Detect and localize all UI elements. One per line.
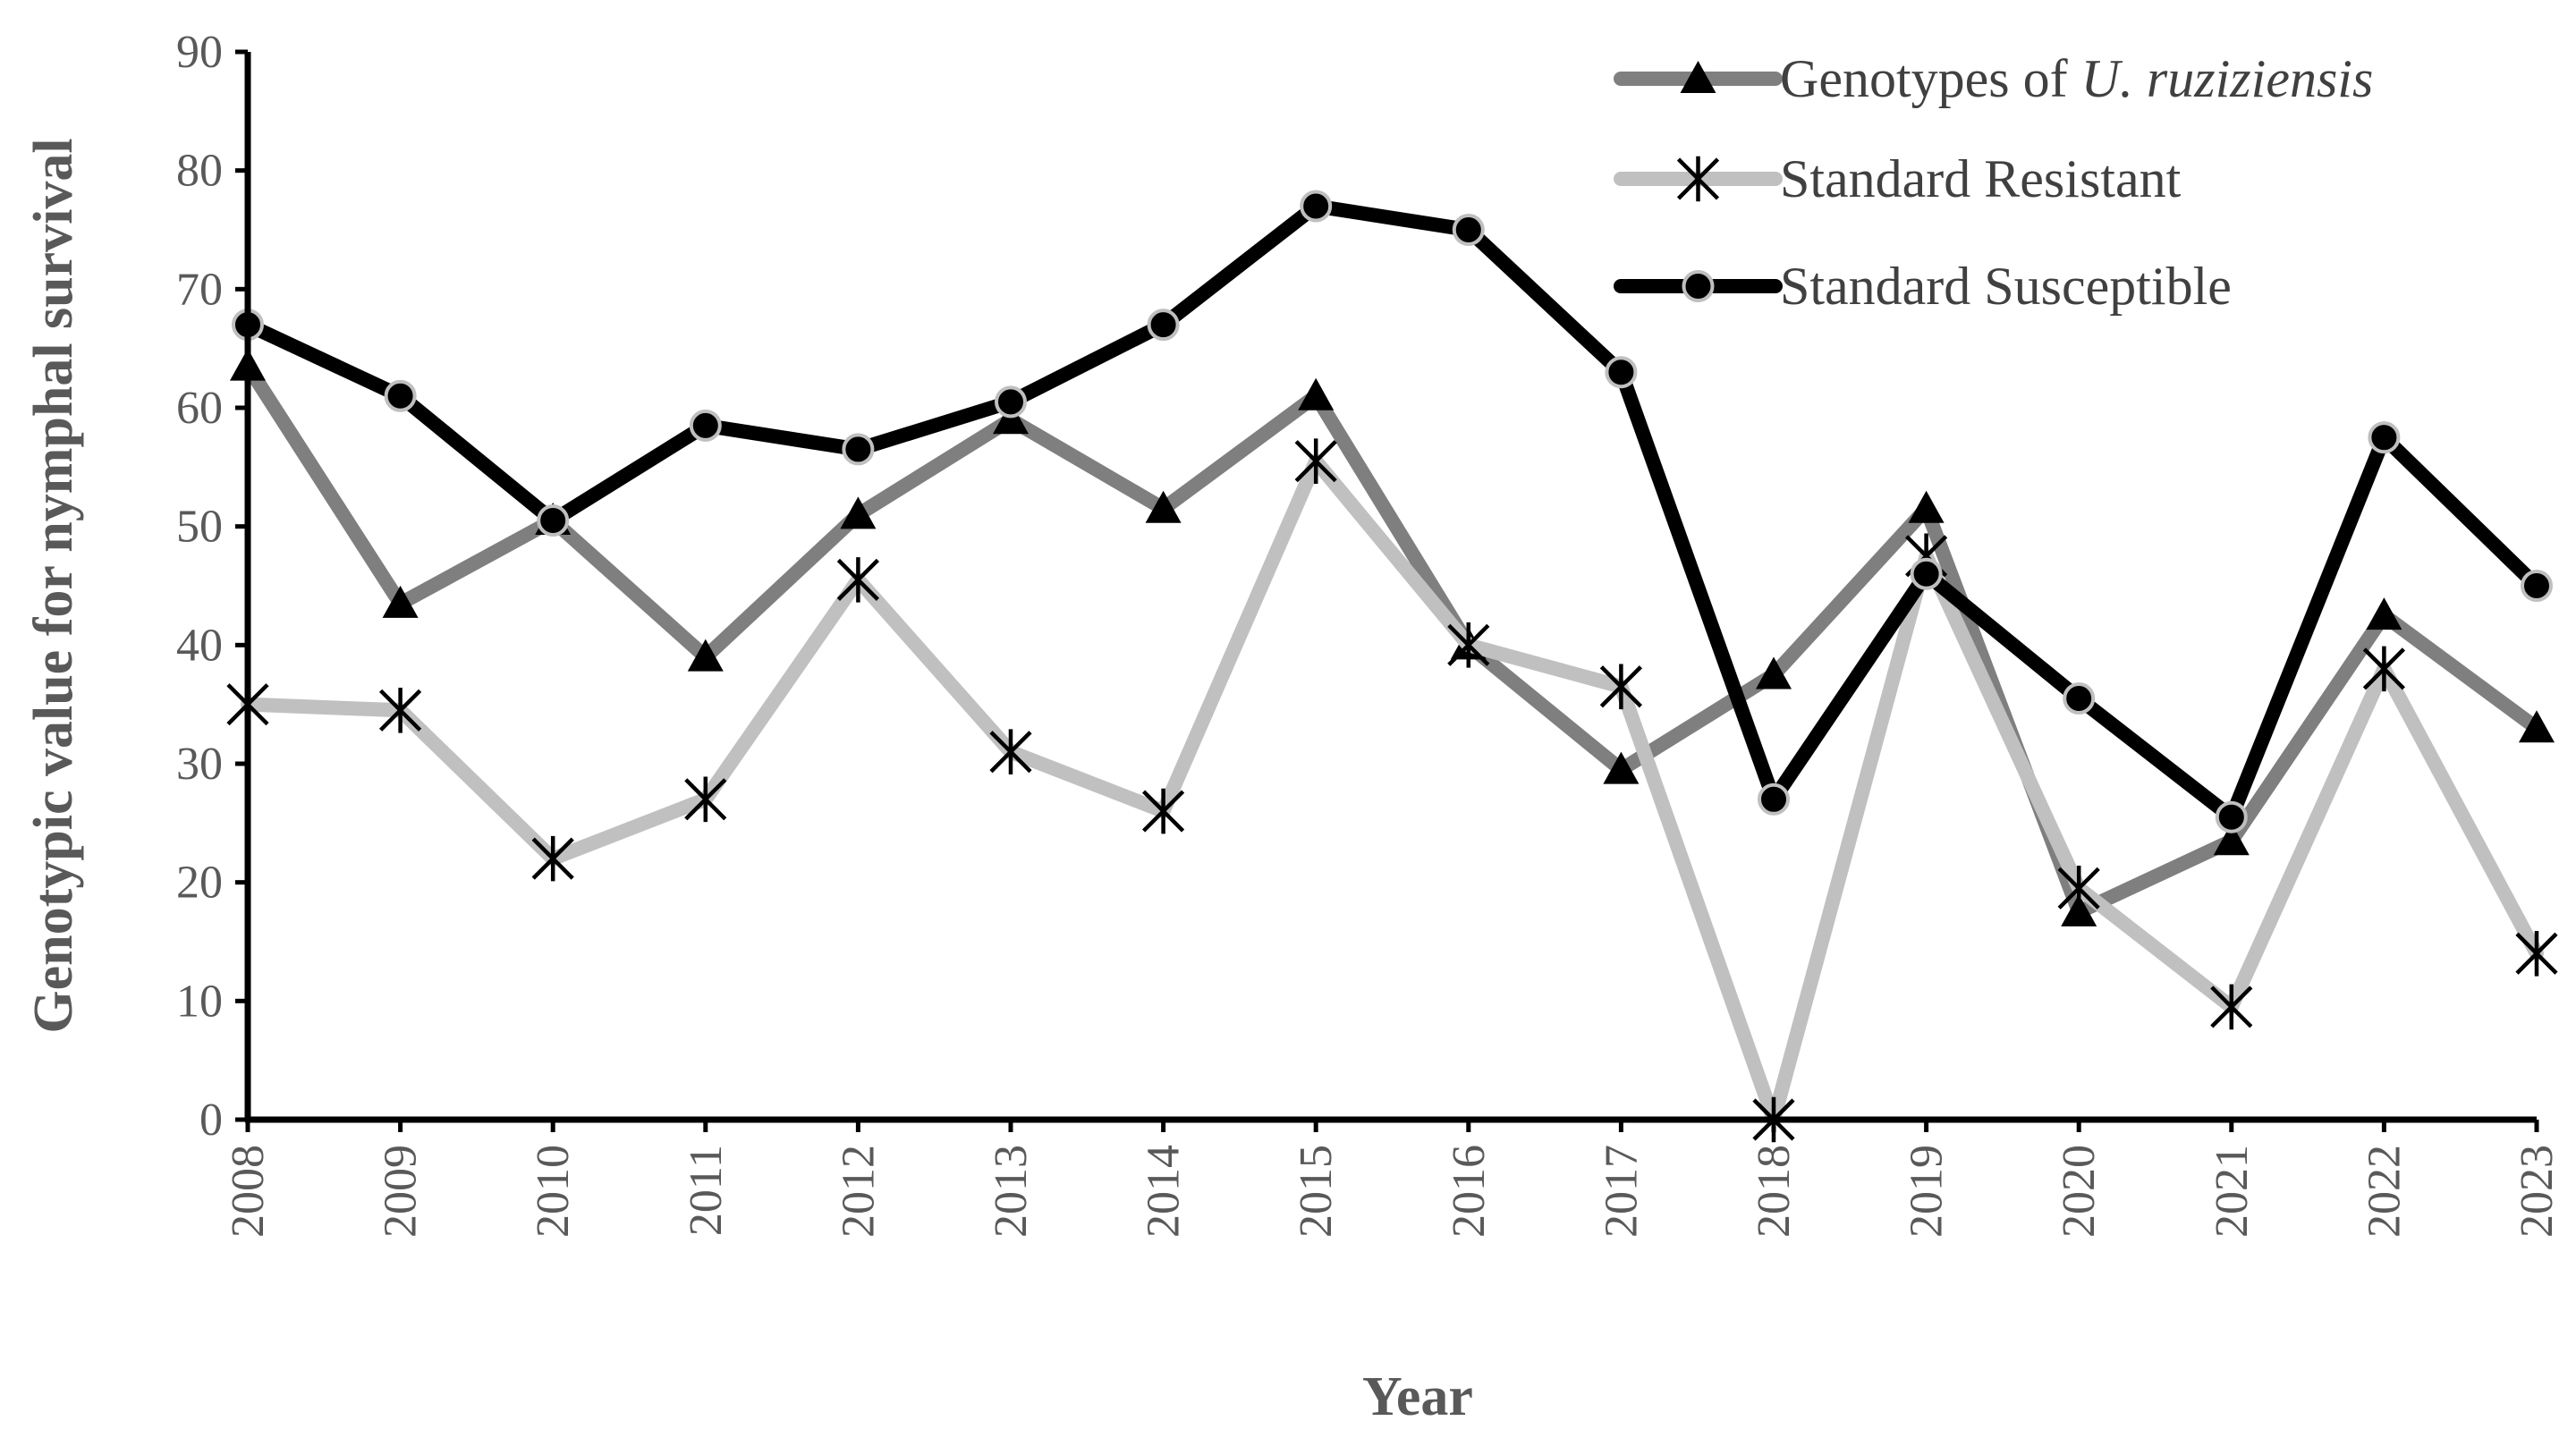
y-tick-label: 10 [176, 976, 223, 1027]
data-point [989, 729, 1032, 775]
data-point [2063, 682, 2096, 715]
legend-label-part: Standard Resistant [1780, 149, 2182, 208]
data-point [689, 409, 722, 442]
series-0 [230, 348, 2555, 926]
series-line [241, 359, 2544, 919]
legend-label: Genotypes of U. ruziziensis [1780, 49, 2373, 108]
series-line [241, 199, 2544, 825]
data-point [379, 688, 422, 733]
data-point [2521, 570, 2553, 602]
legend-label: Standard Resistant [1780, 149, 2182, 208]
x-axis-title: Year [1362, 1366, 1473, 1427]
data-point [1147, 309, 1180, 342]
x-tick-labels: 2008 2009 2010 2011 2012 2013 2014 2015 2016 2017… [223, 1145, 2563, 1238]
series-1 [226, 438, 2558, 1143]
x-tick-label: 2012 [833, 1145, 884, 1238]
data-point [382, 585, 419, 618]
data-point [537, 504, 570, 537]
data-point [687, 639, 724, 672]
data-point [2515, 930, 2558, 977]
data-point [2215, 800, 2248, 833]
x-tick-label: 2017 [1596, 1145, 1647, 1238]
x-tick-label: 2018 [1749, 1145, 1800, 1238]
x-tick-label: 2021 [2207, 1145, 2258, 1238]
data-point [836, 557, 879, 603]
data-point [1603, 751, 1640, 784]
legend-entry: Standard Susceptible [1614, 257, 2232, 316]
data-point [1447, 622, 1490, 668]
data-point [531, 835, 574, 882]
x-tick-label: 2011 [681, 1145, 732, 1236]
y-tick-label: 20 [176, 858, 223, 909]
axes [244, 52, 2537, 1123]
series-lines [226, 190, 2558, 1143]
x-tick-label: 2019 [1902, 1145, 1953, 1238]
legend-label-part: Standard Susceptible [1780, 257, 2232, 316]
legend-label-part: U. ruziziensis [2081, 49, 2374, 108]
x-tick-label: 2014 [1139, 1145, 1190, 1238]
y-tick-label: 50 [176, 502, 223, 553]
data-point [1605, 356, 1638, 389]
data-point [2362, 646, 2405, 692]
x-tick-label: 2010 [528, 1145, 579, 1238]
legend-label: Standard Susceptible [1780, 257, 2232, 316]
data-point [1298, 377, 1335, 410]
data-point [1300, 190, 1333, 223]
data-point [2368, 421, 2401, 454]
legend-entry: Genotypes of U. ruziziensis [1614, 49, 2373, 108]
x-tick-label: 2013 [986, 1145, 1037, 1238]
x-tick-label: 2020 [2054, 1145, 2105, 1238]
y-tick-label: 70 [176, 264, 223, 315]
series-line [241, 453, 2544, 1127]
data-point [684, 776, 727, 823]
data-point [995, 385, 1027, 419]
y-tick-label: 0 [199, 1095, 223, 1146]
y-tick-labels: 0 10 20 30 40 50 60 70 80 90 [176, 27, 223, 1146]
x-tick-label: 2022 [2359, 1145, 2410, 1238]
x-tick-label: 2008 [223, 1145, 274, 1238]
data-point [840, 496, 877, 529]
y-tick-label: 40 [176, 620, 223, 671]
data-point [2519, 710, 2555, 743]
data-point [1756, 656, 1792, 689]
legend-label-part: Genotypes of [1780, 49, 2081, 108]
y-axis-title: Genotypic value for nymphal survival [23, 138, 84, 1033]
data-point [1910, 557, 1943, 590]
x-tick-label: 2015 [1291, 1145, 1342, 1238]
data-point [384, 379, 417, 412]
legend-marker [1676, 156, 1720, 202]
data-point [1145, 490, 1182, 523]
data-point [2366, 597, 2402, 630]
legend-marker [1680, 61, 1716, 93]
data-point [1599, 664, 1642, 710]
data-point [842, 433, 875, 466]
data-point [1758, 782, 1790, 816]
data-point [1452, 214, 1485, 246]
legend-marker [1682, 270, 1715, 302]
data-point [1142, 788, 1185, 834]
series-2 [232, 190, 2553, 833]
legend-entry: Standard Resistant [1614, 149, 2182, 208]
y-tick-label: 60 [176, 383, 223, 434]
y-tick-label: 30 [176, 739, 223, 790]
data-point [1908, 490, 1945, 523]
y-tick-label: 80 [176, 146, 223, 197]
legend: Genotypes of U. ruziziensis Standard Resi… [1614, 49, 2373, 316]
x-tick-label: 2009 [376, 1145, 427, 1238]
y-tick-label: 90 [176, 27, 223, 78]
data-point [1294, 438, 1337, 484]
data-point [2210, 984, 2253, 1030]
data-point [2213, 823, 2250, 856]
data-point [2057, 866, 2100, 911]
x-tick-label: 2023 [2512, 1145, 2563, 1238]
x-tick-label: 2016 [1444, 1145, 1495, 1238]
